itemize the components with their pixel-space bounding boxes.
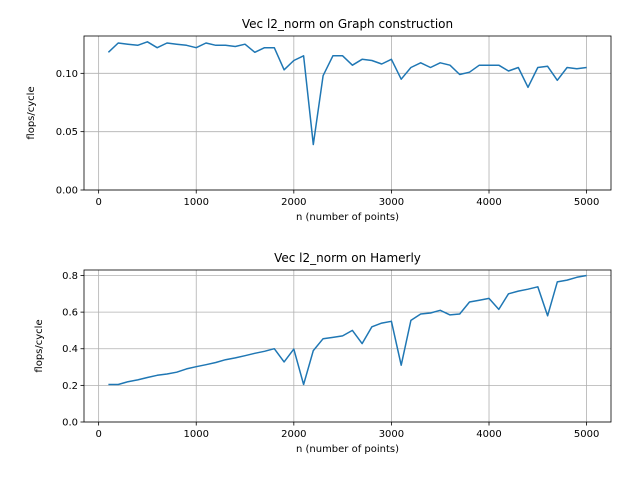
series-line [107, 41, 587, 146]
x-tick-label: 5000 [574, 197, 599, 208]
y-axis-label: flops/cycle [26, 86, 37, 139]
y-tick-label: 0.0 [62, 418, 78, 429]
y-tick-label: 0.6 [62, 308, 78, 319]
y-tick-label: 0.00 [56, 186, 78, 197]
y-tick-label: 0.10 [56, 69, 78, 80]
y-axis-label: flops/cycle [34, 319, 45, 372]
y-tick-label: 0.05 [56, 127, 78, 138]
x-tick-label: 1000 [184, 429, 209, 440]
x-tick-label: 2000 [281, 197, 306, 208]
y-tick-label: 0.2 [62, 381, 78, 392]
x-axis-label: n (number of points) [296, 444, 399, 455]
axes-frame [83, 35, 612, 191]
chart-title: Vec l2_norm on Hamerly [274, 251, 421, 265]
axes-frame [83, 269, 612, 423]
series-line [108, 274, 587, 386]
y-tick-label: 0.8 [62, 271, 78, 282]
x-tick-label: 2000 [281, 429, 306, 440]
x-tick-label: 0 [95, 197, 101, 208]
x-tick-label: 4000 [476, 197, 501, 208]
y-tick-label: 0.4 [62, 344, 78, 355]
chart-graph-construction: 0 1000 2000 3000 4000 5000 0.00 0.05 0.10 Vec l2_… [26, 17, 612, 223]
x-tick-label: 1000 [184, 197, 209, 208]
chart-title: Vec l2_norm on Graph construction [242, 17, 453, 31]
x-tick-label: 5000 [574, 429, 599, 440]
x-tick-label: 4000 [476, 429, 501, 440]
x-axis-label: n (number of points) [296, 212, 399, 223]
chart-hamerly: 0 1000 2000 3000 4000 5000 0.0 0.2 0.4 0.6 0.8 Vec … [34, 251, 612, 455]
x-tick-label: 3000 [379, 197, 404, 208]
x-tick-label: 3000 [379, 429, 404, 440]
x-tick-label: 0 [95, 429, 101, 440]
